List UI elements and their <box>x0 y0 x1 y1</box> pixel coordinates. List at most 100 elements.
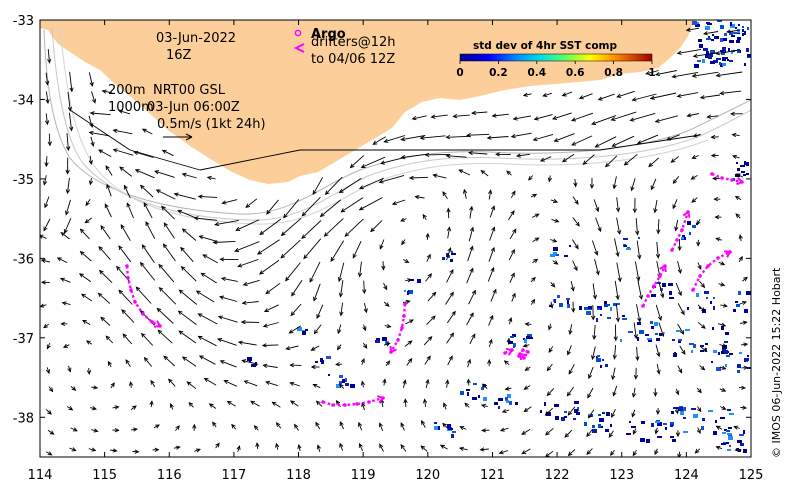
sst-pixel <box>736 40 740 43</box>
sst-pixel <box>744 31 746 35</box>
sst-pixel <box>564 416 567 418</box>
sst-pixel <box>451 253 456 255</box>
sst-pixel <box>651 326 654 329</box>
x-tick-label: 124 <box>674 468 699 483</box>
sst-pixel <box>302 331 306 335</box>
sst-pixel <box>713 431 717 435</box>
sst-pixel <box>674 352 676 354</box>
sst-pixel <box>708 410 713 412</box>
sst-pixel <box>515 402 518 405</box>
sst-pixel <box>407 291 409 295</box>
sst-pixel <box>704 291 709 294</box>
drifter-period-label: to 04/06 12Z <box>311 52 395 67</box>
sst-pixel <box>738 291 741 295</box>
sst-pixel <box>409 290 413 294</box>
sst-pixel <box>588 306 592 309</box>
sst-pixel <box>702 59 705 63</box>
sst-pixel <box>600 314 602 316</box>
sst-pixel <box>434 422 437 424</box>
sst-pixel <box>742 29 744 32</box>
sst-pixel <box>452 431 456 433</box>
sst-pixel <box>728 427 732 429</box>
sst-pixel <box>681 237 684 239</box>
y-tick-label: -36 <box>13 252 34 267</box>
sst-pixel <box>743 430 745 434</box>
sst-pixel <box>540 410 542 413</box>
sst-pixel <box>705 55 708 58</box>
sst-pixel <box>665 427 667 430</box>
sst-pixel <box>451 434 454 438</box>
sst-pixel <box>737 168 740 171</box>
sst-pixel <box>712 34 714 36</box>
sst-pixel <box>691 408 696 410</box>
sst-pixel <box>726 430 730 432</box>
sst-pixel <box>670 424 673 427</box>
sst-pixel <box>376 338 380 340</box>
sst-pixel <box>721 351 724 354</box>
sst-pixel <box>607 317 611 319</box>
sst-pixel <box>723 38 727 41</box>
sst-pixel <box>683 417 686 419</box>
analysis-time-label: 03-Jun 06:00Z <box>147 100 240 115</box>
sst-pixel <box>498 406 500 409</box>
x-tick-label: 114 <box>28 468 53 483</box>
y-tick-label: -37 <box>13 332 34 347</box>
sst-pixel <box>716 367 721 371</box>
sst-pixel <box>672 339 675 341</box>
sst-pixel <box>722 63 726 66</box>
credit-label: © IMOS 06-Jun-2022 15:22 Hobart <box>770 267 783 458</box>
sst-pixel <box>375 340 380 343</box>
sst-pixel <box>641 421 645 424</box>
sst-pixel <box>637 322 641 325</box>
sst-pixel <box>631 426 636 428</box>
sst-pixel <box>715 420 717 423</box>
sst-pixel <box>620 339 622 342</box>
sst-pixel <box>727 409 731 411</box>
sst-pixel <box>596 358 601 362</box>
sst-pixel <box>657 436 662 438</box>
sst-pixel <box>746 173 749 175</box>
sst-pixel <box>509 401 512 405</box>
sst-pixel <box>599 418 604 422</box>
sst-pixel <box>743 174 746 176</box>
sst-pixel <box>689 343 694 345</box>
sst-pixel <box>510 336 514 338</box>
sst-pixel <box>637 337 639 341</box>
sst-pixel <box>707 23 712 25</box>
sst-pixel <box>473 383 477 385</box>
sst-pixel <box>602 359 604 361</box>
sst-pixel <box>719 62 721 65</box>
sst-pixel <box>481 387 484 390</box>
x-tick-label: 125 <box>739 468 764 483</box>
x-tick-label: 120 <box>415 468 440 483</box>
sst-pixel <box>722 432 726 434</box>
sst-pixel <box>672 439 676 442</box>
sst-pixel <box>710 61 715 64</box>
sst-pixel <box>530 337 533 339</box>
sst-pixel <box>740 165 745 167</box>
sst-pixel <box>556 254 559 256</box>
sst-pixel <box>466 389 470 391</box>
sst-pixel <box>728 436 733 440</box>
sst-pixel <box>564 411 567 413</box>
sst-pixel <box>326 356 331 359</box>
colorbar-tick-label: 0.8 <box>604 67 623 79</box>
sst-pixel <box>744 358 749 361</box>
sst-pixel <box>708 55 712 59</box>
sst-pixel <box>600 365 602 368</box>
sst-pixel <box>605 304 610 306</box>
sst-pixel <box>747 27 749 30</box>
sst-pixel <box>744 63 746 66</box>
sst-pixel <box>554 404 559 407</box>
sst-pixel <box>573 418 576 420</box>
sst-pixel <box>623 238 628 240</box>
sst-pixel <box>678 339 682 341</box>
sst-pixel <box>622 318 627 320</box>
sst-pixel <box>460 391 464 395</box>
sst-pixel <box>736 162 738 164</box>
sst-pixel <box>725 332 729 335</box>
sst-pixel <box>342 379 345 383</box>
sst-pixel <box>725 364 727 367</box>
sst-pixel <box>639 330 644 334</box>
